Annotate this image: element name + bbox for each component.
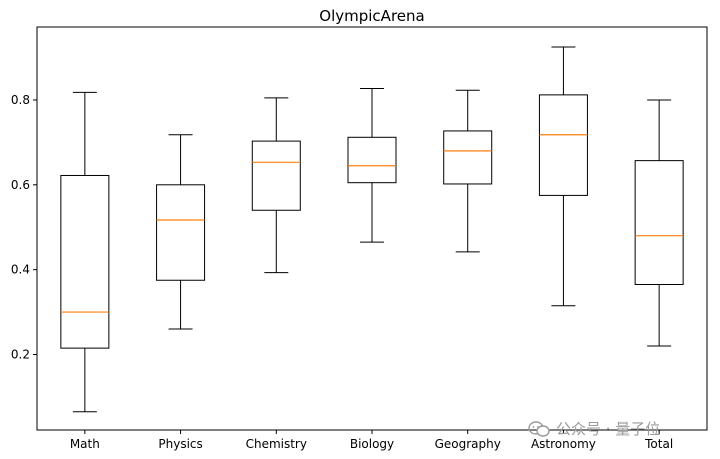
- box-total: [634, 99, 684, 347]
- x-tick-label: Physics: [158, 437, 202, 451]
- x-axis: Math Physics Chemistry Biology Geography Astr…: [70, 430, 673, 451]
- box-iqr: [251, 140, 301, 211]
- y-tick-label: 0.2: [11, 347, 30, 361]
- x-tick-label: Astronomy: [531, 437, 596, 451]
- box-iqr: [347, 136, 397, 184]
- box-astronomy: [538, 46, 588, 307]
- y-axis: 0.2 0.4 0.6 0.8: [11, 93, 37, 361]
- box-iqr: [538, 94, 588, 196]
- box-math: [60, 91, 110, 413]
- box-iqr: [156, 184, 206, 281]
- box-iqr: [634, 160, 684, 285]
- box-biology: [347, 88, 397, 243]
- x-tick-label: Geography: [435, 437, 501, 451]
- box-iqr: [60, 174, 110, 349]
- box-physics: [156, 134, 206, 330]
- y-tick-label: 0.4: [11, 263, 30, 277]
- chat-icon: [528, 420, 550, 437]
- x-tick-label: Biology: [350, 437, 394, 451]
- chart-title: OlympicArena: [319, 7, 424, 25]
- box-chemistry: [251, 97, 301, 274]
- watermark: 公众号 · 量子位: [528, 418, 660, 439]
- x-tick-label: Math: [70, 437, 100, 451]
- box-geography: [443, 89, 493, 253]
- boxes: [60, 46, 684, 413]
- box-iqr: [443, 130, 493, 185]
- x-tick-label: Total: [644, 437, 673, 451]
- y-tick-label: 0.6: [11, 178, 30, 192]
- watermark-text: 公众号 · 量子位: [556, 420, 661, 438]
- x-tick-label: Chemistry: [246, 437, 307, 451]
- y-tick-label: 0.8: [11, 93, 30, 107]
